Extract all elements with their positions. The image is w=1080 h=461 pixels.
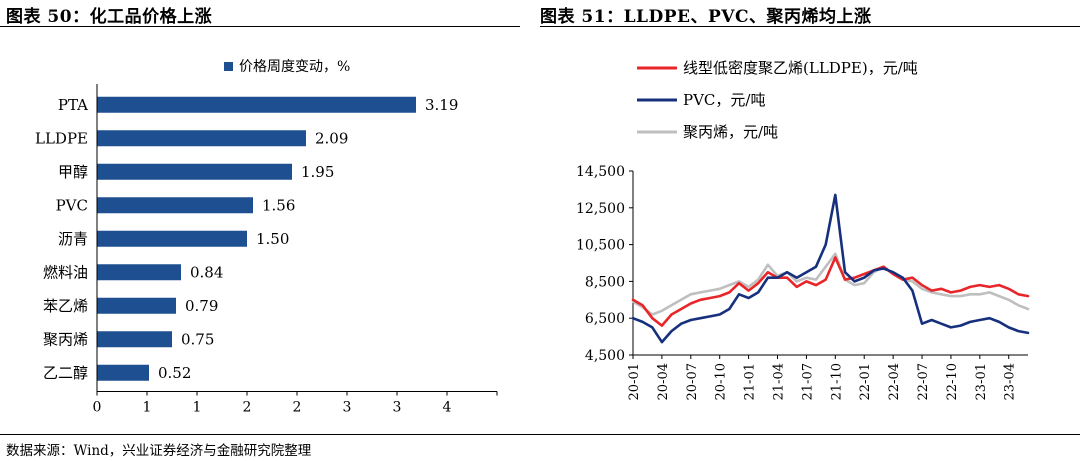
line-x-tick-label: 22-07 — [916, 363, 931, 400]
bar-4 — [97, 197, 253, 214]
bar-category-label: 乙二醇 — [43, 364, 88, 382]
bar-category-label: 燃料油 — [43, 263, 88, 281]
line-x-tick-label: 23-01 — [974, 363, 989, 400]
bar-x-tick-label: 2 — [243, 400, 252, 416]
bar-x-tick-label: 3 — [343, 400, 352, 416]
line-y-tick-label: 10,500 — [576, 238, 625, 254]
footer-rule — [0, 434, 1080, 435]
bar-category-label: 苯乙烯 — [43, 297, 88, 315]
line-y-tick-label: 14,500 — [576, 164, 625, 180]
line-x-tick-label: 22-01 — [858, 363, 873, 400]
line-x-tick-label: 23-04 — [1003, 363, 1018, 400]
line-x-tick-label: 20-01 — [627, 363, 642, 400]
bar-1 — [97, 96, 416, 113]
line-series-2 — [631, 193, 1030, 344]
bar-x-tick-label: 0 — [93, 400, 102, 416]
bar-x-tick-label: 1 — [143, 400, 152, 416]
line-legend-label: PVC，元/吨 — [683, 91, 765, 109]
bar-chart: 价格周度变动，% PTA 3.19 LLDPE 2.09 甲醇 1.95 PVC 1.56 沥青 1… — [35, 59, 498, 416]
bar-x-tick-label: 1 — [193, 400, 202, 416]
bar-value-label: 0.84 — [190, 263, 223, 281]
bar-x-tick-label: 2 — [293, 400, 302, 416]
bar-value-label: 3.19 — [425, 96, 458, 114]
line-y-tick-label: 4,500 — [585, 348, 625, 364]
line-y-tick-label: 12,500 — [576, 201, 625, 217]
bar-value-label: 1.95 — [301, 163, 334, 181]
bar-6 — [97, 264, 181, 281]
bar-3 — [97, 163, 292, 180]
line-x-tick-label: 21-01 — [743, 363, 758, 400]
source-note: 数据来源：Wind，兴业证券经济与金融研究院整理 — [6, 443, 312, 459]
line-series-3 — [631, 252, 1030, 316]
bar-8 — [97, 331, 172, 348]
line-x-tick-label: 20-07 — [685, 363, 700, 400]
bar-value-label: 1.56 — [262, 196, 295, 214]
bar-5 — [97, 230, 247, 247]
line-x-tick-label: 21-10 — [829, 363, 844, 400]
bar-x-tick-label: 3 — [393, 400, 402, 416]
bar-category-label: 聚丙烯 — [43, 330, 88, 348]
left-chart-title: 图表 50：化工品价格上涨 — [6, 7, 213, 27]
bar-value-label: 1.50 — [256, 230, 289, 248]
line-x-tick-label: 20-04 — [656, 363, 671, 400]
line-y-tick-label: 8,500 — [585, 274, 625, 290]
line-x-tick-label: 21-07 — [800, 363, 815, 400]
right-title-rule — [540, 26, 1080, 27]
line-x-tick-label: 22-04 — [887, 363, 902, 400]
line-series-1 — [631, 256, 1030, 327]
line-x-tick-label: 21-04 — [772, 363, 787, 400]
bar-x-tick-label: 4 — [443, 400, 452, 416]
right-chart-title: 图表 51：LLDPE、PVC、聚丙烯均上涨 — [540, 7, 872, 27]
line-x-tick-label: 20-10 — [714, 363, 729, 400]
bar-category-label: PVC — [56, 196, 88, 214]
bar-category-label: 沥青 — [58, 230, 88, 248]
bar-legend-label: 价格周度变动，% — [239, 59, 350, 75]
bar-value-label: 0.75 — [181, 330, 214, 348]
left-title-rule — [0, 26, 520, 27]
bar-value-label: 0.52 — [158, 364, 191, 382]
bar-legend-swatch — [224, 62, 233, 71]
bar-9 — [97, 364, 149, 381]
bar-2 — [97, 130, 306, 147]
line-legend-label: 线型低密度聚乙烯(LLDPE)，元/吨 — [683, 59, 918, 77]
bar-value-label: 0.79 — [185, 297, 218, 315]
line-x-tick-label: 22-10 — [945, 363, 960, 400]
line-legend-label: 聚丙烯，元/吨 — [683, 123, 778, 141]
bar-value-label: 2.09 — [315, 129, 348, 147]
bar-7 — [97, 297, 176, 314]
bar-category-label: PTA — [58, 96, 88, 114]
bar-category-label: 甲醇 — [58, 163, 88, 181]
bar-category-label: LLDPE — [35, 129, 88, 147]
line-y-tick-label: 6,500 — [585, 311, 625, 327]
